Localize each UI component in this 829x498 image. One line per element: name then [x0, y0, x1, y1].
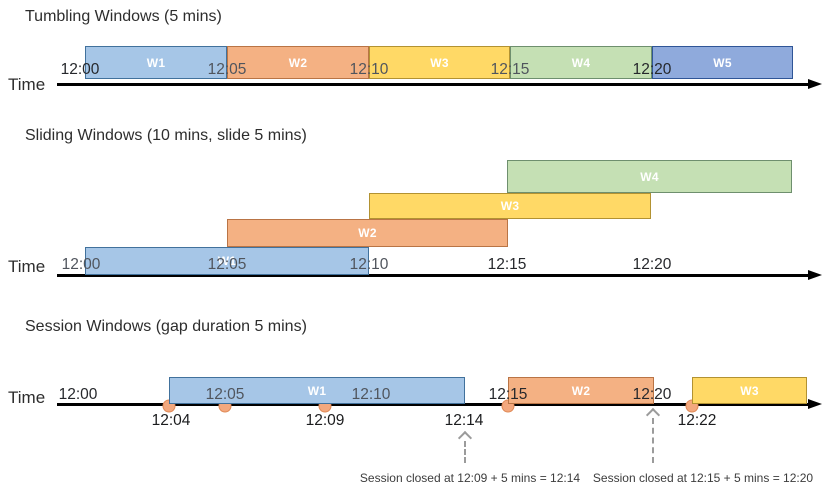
- time-axis-label: Time: [8, 257, 46, 276]
- tumbling-title: Tumbling Windows (5 mins): [25, 8, 222, 25]
- tick-label: 12:10: [349, 256, 389, 273]
- tick-label: 12:20: [632, 61, 672, 78]
- window-label: W2: [358, 226, 377, 240]
- window-label: W1: [307, 383, 327, 398]
- time-axis-line: [57, 403, 809, 406]
- tick-label: 12:05: [205, 386, 245, 403]
- sliding-window-w4: W4: [507, 160, 792, 193]
- tick-label: 12:00: [58, 386, 98, 403]
- tick-label: 12:05: [207, 61, 247, 78]
- window-label: W2: [288, 55, 308, 70]
- tick-label: 12:05: [207, 256, 247, 273]
- window-label: W1: [146, 55, 166, 70]
- tick-label: 12:20: [632, 386, 672, 403]
- event-time-mark: 12:22: [677, 412, 717, 429]
- time-axis-arrowhead-icon: [808, 79, 822, 89]
- window-label: W1: [217, 254, 237, 268]
- window-label: W3: [430, 55, 449, 70]
- window-label: W4: [571, 55, 591, 70]
- tick-label: 12:15: [487, 256, 527, 273]
- tick-label: 12:00: [61, 256, 101, 273]
- window-label: W4: [640, 169, 659, 184]
- session-close-annotation: Session closed at 12:15 + 5 mins = 12:20: [592, 471, 814, 485]
- event-time-mark: 12:14: [444, 412, 484, 429]
- session-window-w1: W1: [169, 377, 465, 404]
- time-axis-label: Time: [8, 388, 46, 407]
- time-axis-arrowhead-icon: [808, 270, 822, 280]
- session-window-w2: W2: [508, 377, 654, 404]
- event-time-mark: 12:09: [305, 412, 345, 429]
- window-label: W3: [740, 383, 759, 398]
- window-label: W5: [713, 55, 732, 70]
- session-window-w3: W3: [692, 377, 807, 404]
- session-title: Session Windows (gap duration 5 mins): [25, 318, 307, 335]
- tick-label: 12:00: [60, 61, 100, 78]
- tick-label: 12:10: [349, 61, 389, 78]
- time-axis-line: [57, 274, 809, 277]
- dashed-annotation-line: [652, 418, 654, 463]
- sliding-window-w3: W3: [369, 193, 651, 219]
- tumbling-window-w2: W2: [227, 46, 369, 79]
- tumbling-window-w1: W1: [85, 46, 227, 79]
- session-close-annotation: Session closed at 12:09 + 5 mins = 12:14: [359, 471, 581, 485]
- window-label: W3: [500, 199, 520, 213]
- sliding-window-w1: W1: [85, 247, 369, 275]
- tumbling-window-w3: W3: [369, 46, 510, 79]
- tick-label: 12:20: [632, 256, 672, 273]
- time-axis-line: [57, 83, 809, 86]
- tick-label: 12:10: [351, 386, 391, 403]
- sliding-window-w2: W2: [227, 219, 508, 247]
- tumbling-window-w5: W5: [652, 46, 793, 79]
- dashed-annotation-line: [464, 441, 466, 463]
- event-time-mark: 12:04: [151, 412, 191, 429]
- tumbling-window-w4: W4: [510, 46, 652, 79]
- tick-label: 12:15: [490, 61, 530, 78]
- time-axis-label: Time: [8, 75, 46, 94]
- tick-label: 12:15: [488, 386, 528, 403]
- time-axis-arrowhead-icon: [808, 399, 822, 409]
- window-label: W2: [571, 383, 591, 398]
- sliding-title: Sliding Windows (10 mins, slide 5 mins): [25, 127, 307, 144]
